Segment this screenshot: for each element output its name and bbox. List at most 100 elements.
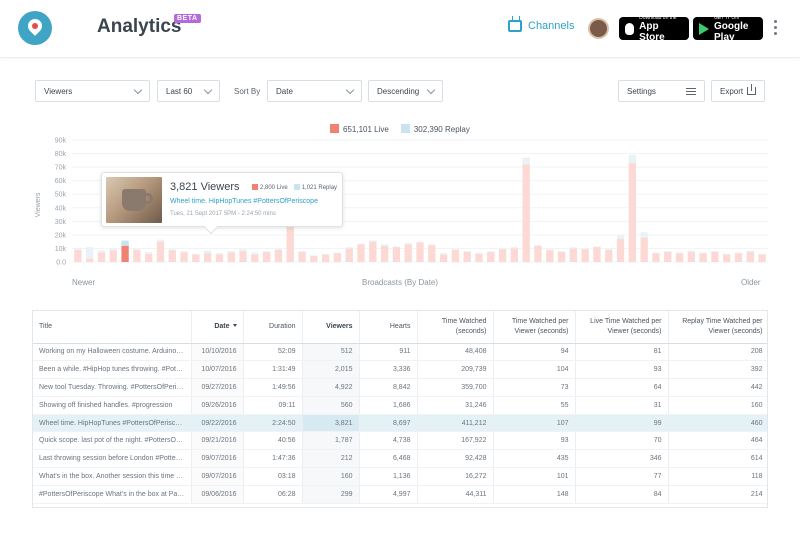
bar-live[interactable]	[86, 258, 94, 262]
table-row[interactable]: What's in the box. Another session this …	[33, 467, 767, 486]
col-replay-time-per-viewer-header[interactable]: Replay Time Watched per Viewer (seconds)	[668, 311, 767, 344]
col-time-watched-header[interactable]: Time Watched (seconds)	[417, 311, 494, 344]
bar-live[interactable]	[428, 245, 436, 262]
bar-replay[interactable]	[675, 252, 684, 254]
bar-replay[interactable]	[581, 248, 589, 250]
bar-live[interactable]	[227, 252, 235, 262]
bar-replay[interactable]	[746, 250, 754, 252]
bar-replay[interactable]	[416, 241, 424, 243]
app-store-button[interactable]: Download on the App Store	[619, 15, 689, 43]
tooltip-title-link[interactable]: Wheel time. HipHopTunes #PottersOfPerisc…	[170, 198, 318, 205]
bar-replay[interactable]	[593, 246, 601, 248]
col-viewers-header[interactable]: Viewers	[302, 311, 360, 344]
bar-live[interactable]	[298, 251, 306, 262]
legend-replay[interactable]: 302,390 Replay	[400, 124, 470, 134]
bar-live[interactable]	[463, 251, 471, 262]
google-play-button[interactable]: GET IT ON Google Play	[693, 15, 763, 43]
bar-live[interactable]	[699, 253, 707, 262]
bar-live[interactable]	[192, 254, 200, 262]
bar-live[interactable]	[239, 251, 247, 262]
bar-live[interactable]	[758, 254, 766, 262]
bar-replay[interactable]	[357, 243, 365, 245]
bar-live[interactable]	[392, 247, 401, 262]
bar-live[interactable]	[204, 253, 212, 262]
bar-replay[interactable]	[699, 252, 707, 254]
bar-replay[interactable]	[428, 244, 436, 246]
table-row[interactable]: Last throwing session before London #Pot…	[33, 449, 767, 469]
bar-live[interactable]	[416, 242, 424, 262]
bar-replay[interactable]	[711, 251, 719, 252]
channels-link[interactable]: Channels	[508, 20, 574, 32]
col-title-header[interactable]: Title	[33, 311, 192, 344]
bar-replay[interactable]	[345, 247, 353, 249]
bar-replay[interactable]	[133, 248, 141, 250]
bar-live[interactable]	[121, 245, 129, 262]
bar-replay[interactable]	[640, 232, 648, 238]
bar-replay[interactable]	[487, 251, 495, 252]
col-hearts-header[interactable]: Hearts	[359, 311, 418, 344]
bar-replay[interactable]	[156, 239, 165, 242]
bar-replay[interactable]	[310, 255, 318, 256]
bar-live[interactable]	[439, 254, 448, 262]
bar-live[interactable]	[345, 248, 353, 262]
settings-button[interactable]: Settings	[618, 80, 705, 102]
bar-live[interactable]	[534, 245, 542, 262]
bar-live[interactable]	[711, 251, 719, 262]
bar-replay[interactable]	[522, 157, 530, 165]
range-select[interactable]: Last 60	[157, 80, 220, 102]
bar-replay[interactable]	[239, 249, 247, 252]
bar-live[interactable]	[522, 164, 530, 262]
bar-live[interactable]	[498, 249, 507, 262]
bar-live[interactable]	[652, 253, 660, 262]
bar-live[interactable]	[251, 254, 259, 262]
bar-replay[interactable]	[321, 253, 330, 255]
bar-replay[interactable]	[439, 253, 448, 255]
table-row[interactable]: Working on my Halloween costume. Arduino…	[33, 343, 767, 362]
bar-live[interactable]	[746, 251, 754, 262]
bar-live[interactable]	[734, 253, 743, 262]
bar-live[interactable]	[215, 254, 224, 262]
col-time-per-viewer-header[interactable]: Time Watched per Viewer (seconds)	[493, 311, 576, 344]
bar-replay[interactable]	[569, 247, 578, 249]
table-row[interactable]: Showing off finished handles. #progressi…	[33, 396, 767, 415]
bar-replay[interactable]	[451, 249, 460, 250]
bar-live[interactable]	[74, 249, 82, 262]
bar-live[interactable]	[546, 250, 554, 262]
bar-replay[interactable]	[262, 251, 271, 252]
col-live-time-per-viewer-header[interactable]: Live Time Watched per Viewer (seconds)	[575, 311, 669, 344]
bar-replay[interactable]	[215, 253, 224, 255]
bar-live[interactable]	[487, 251, 495, 262]
bar-live[interactable]	[640, 237, 648, 262]
bar-live[interactable]	[687, 251, 695, 262]
bar-replay[interactable]	[510, 247, 519, 249]
bar-live[interactable]	[510, 248, 519, 262]
bar-replay[interactable]	[605, 249, 613, 250]
bar-replay[interactable]	[121, 240, 129, 246]
bar-live[interactable]	[333, 253, 342, 262]
bar-replay[interactable]	[251, 252, 259, 255]
bar-live[interactable]	[451, 249, 460, 262]
bar-live[interactable]	[321, 254, 330, 262]
bar-replay[interactable]	[534, 245, 542, 246]
table-row[interactable]: Been a while. #HipHop tunes throwing. #P…	[33, 360, 767, 380]
bar-live[interactable]	[97, 252, 106, 262]
bar-live[interactable]	[380, 245, 389, 262]
table-row[interactable]: #PottersOfPeriscope What's in the box at…	[33, 485, 767, 504]
bar-replay[interactable]	[86, 247, 94, 259]
bar-replay[interactable]	[274, 248, 283, 250]
bar-live[interactable]	[180, 252, 188, 262]
bar-live[interactable]	[357, 244, 365, 262]
bar-live[interactable]	[369, 241, 377, 262]
table-row[interactable]: New tool Tuesday. Throwing. #PottersOfPe…	[33, 378, 767, 397]
bar-replay[interactable]	[475, 252, 483, 254]
table-row[interactable]: Quick scope. last pot of the night. #Pot…	[33, 431, 767, 451]
bar-replay[interactable]	[463, 251, 471, 252]
more-menu-icon[interactable]	[774, 20, 778, 35]
bar-replay[interactable]	[758, 253, 766, 255]
bar-replay[interactable]	[192, 253, 200, 255]
bar-replay[interactable]	[333, 252, 342, 254]
bar-replay[interactable]	[404, 243, 412, 245]
col-duration-header[interactable]: Duration	[243, 311, 303, 344]
bar-live[interactable]	[262, 251, 271, 262]
bar-replay[interactable]	[369, 240, 377, 242]
